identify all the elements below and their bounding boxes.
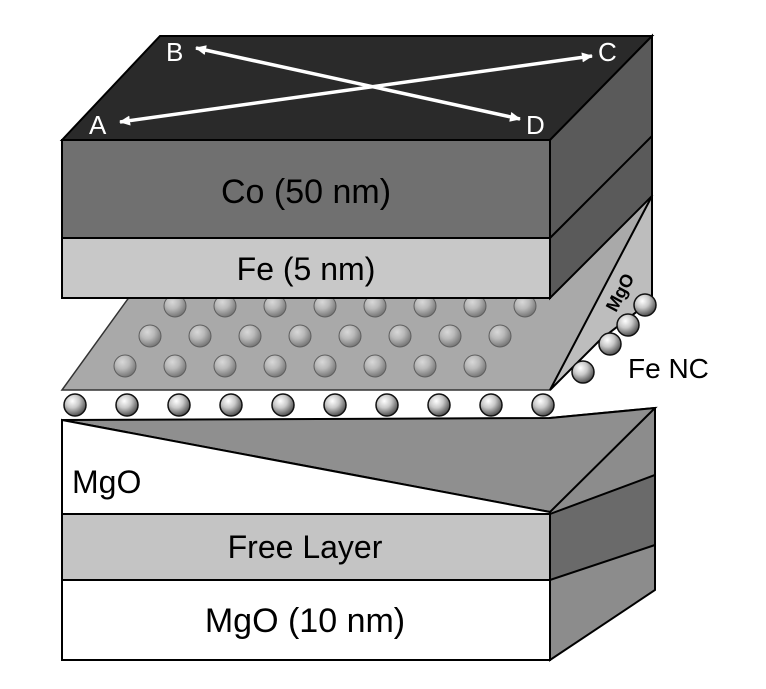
embedded-nanocrystals [113,294,537,378]
side-nanocrystals [571,293,657,384]
free-layer-label: Free Layer [228,529,383,565]
mgo-base-layer [61,579,551,661]
mgo-base-label: MgO (10 nm) [205,602,405,640]
arrow-b-d [195,45,521,122]
corner-label-a: A [89,110,107,140]
nanocrystal-label: Fe NC [628,353,709,384]
corner-label-c: C [598,37,617,67]
corner-label-b: B [166,37,183,67]
interface-nanocrystal-row [63,393,555,417]
corner-label-d: D [526,110,545,140]
contact-arrows [119,45,593,126]
bottom-block [61,406,658,662]
cobalt-layer-label: Co (50 nm) [221,173,391,211]
mgo-barrier-label: MgO [72,464,141,500]
iron-layer-label: Fe (5 nm) [237,251,376,287]
iron-layer [61,237,551,299]
